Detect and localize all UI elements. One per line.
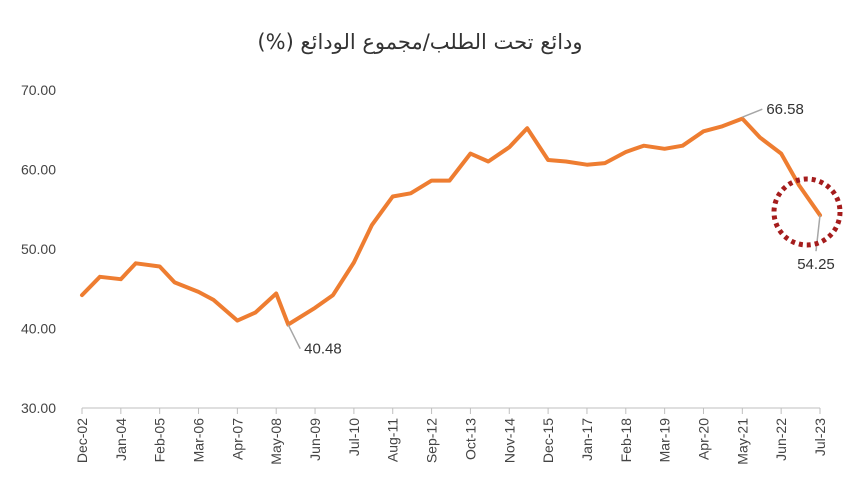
x-tick-label: Feb-05 — [152, 418, 168, 463]
x-tick-label: Sep-12 — [424, 418, 440, 463]
x-tick-label: Mar-06 — [191, 418, 207, 463]
x-tick-label: Dec-15 — [540, 418, 556, 463]
y-tick-label: 50.00 — [21, 241, 56, 257]
x-tick-label: Jul-23 — [812, 418, 828, 456]
x-tick-label: Aug-11 — [385, 418, 401, 462]
annotation-label: 66.58 — [766, 101, 804, 118]
x-tick-label: May-21 — [734, 418, 750, 465]
annotation-leader — [742, 108, 763, 118]
annotation-leader — [287, 324, 301, 350]
x-tick-label: Jun-22 — [773, 418, 789, 461]
chart-title: ودائع تحت الطلب/مجموع الودائع (%) — [257, 30, 582, 54]
x-tick-label: Apr-20 — [695, 418, 711, 460]
x-tick-label: May-08 — [268, 418, 284, 465]
y-tick-label: 60.00 — [21, 162, 56, 178]
annotations: 66.58 40.48 54.25 — [287, 101, 835, 358]
y-axis-ticks: 70.00 60.00 50.00 40.00 30.00 — [21, 82, 56, 416]
annotation-label: 54.25 — [797, 256, 835, 273]
x-tick-label: Jan-17 — [579, 418, 595, 461]
x-tick-label: Jul-10 — [346, 418, 362, 456]
x-tick-label: Jun-09 — [307, 418, 323, 461]
x-tick-label: Feb-18 — [618, 418, 634, 463]
y-tick-label: 70.00 — [21, 82, 56, 98]
x-tick-label: Nov-14 — [501, 418, 517, 463]
x-tick-label: Dec-02 — [74, 418, 90, 463]
x-tick-label: Apr-07 — [229, 418, 245, 460]
x-tick-label: Mar-19 — [657, 418, 673, 463]
annotation-label: 40.48 — [304, 341, 342, 358]
x-tick-label: Jan-04 — [113, 418, 129, 461]
y-tick-label: 40.00 — [21, 321, 56, 337]
y-tick-label: 30.00 — [21, 400, 56, 416]
series-line — [80, 116, 822, 327]
x-tick-label: Oct-13 — [462, 418, 478, 460]
highlight-circle — [771, 176, 843, 248]
x-axis-ticks: Dec-02 Jan-04 Feb-05 Mar-06 Apr-07 May-08 Jun-… — [74, 408, 828, 465]
